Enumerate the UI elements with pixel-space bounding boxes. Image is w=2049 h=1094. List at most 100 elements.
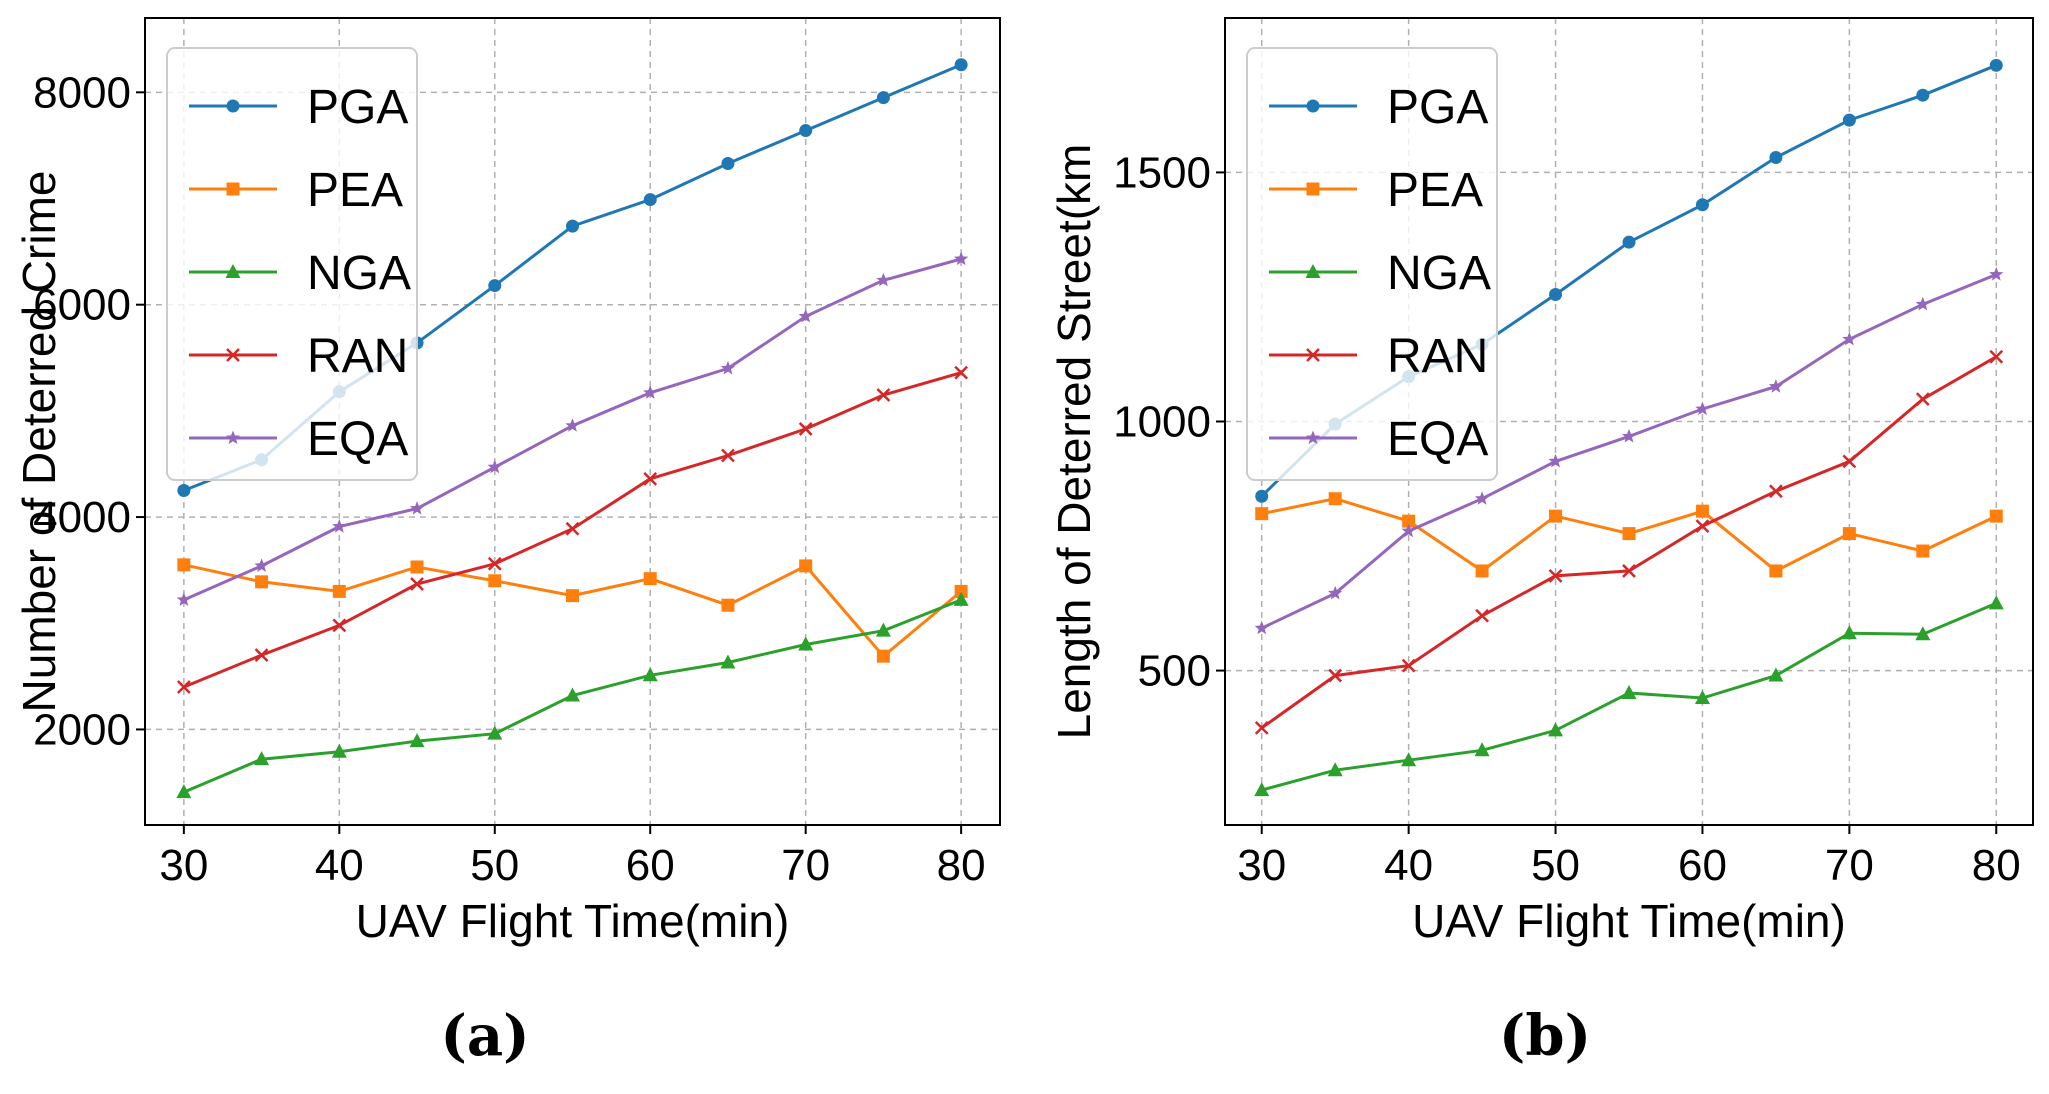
x-tick-label: 60 — [1678, 841, 1727, 890]
data-point-nga — [720, 654, 736, 669]
data-point-nga — [1401, 752, 1417, 767]
data-point-eqa — [1254, 620, 1269, 635]
x-tick-label: 50 — [470, 841, 519, 890]
data-point-ran — [410, 577, 424, 591]
x-tick-label: 30 — [159, 841, 208, 890]
legend-marker-pga — [226, 99, 240, 113]
data-point-ran — [487, 556, 502, 571]
x-tick-label: 50 — [1531, 841, 1580, 890]
data-point-pga — [1695, 198, 1709, 212]
data-point-eqa — [954, 251, 969, 266]
legend-label-eqa: EQA — [1387, 413, 1488, 466]
data-point-eqa — [1621, 428, 1637, 443]
data-point-nga — [1327, 762, 1343, 777]
data-point-eqa — [798, 308, 813, 323]
x-tick-label: 80 — [937, 841, 986, 890]
data-point-eqa — [1915, 296, 1930, 311]
x-tick-label: 70 — [781, 841, 830, 890]
legend-marker-ran — [226, 348, 240, 362]
y-tick-label: 500 — [1138, 647, 1211, 696]
x-tick-label: 40 — [315, 841, 364, 890]
data-point-pea — [1255, 507, 1269, 521]
legend-label-eqa: EQA — [307, 413, 408, 466]
data-point-pea — [1328, 492, 1342, 506]
data-point-eqa — [487, 459, 502, 474]
data-point-ran — [1622, 564, 1636, 578]
data-point-eqa — [1401, 523, 1416, 538]
y-axis-label: Number of Deterred Crime — [13, 171, 65, 713]
data-point-pga — [1916, 88, 1930, 102]
x-axis-label: UAV Flight Time(min) — [356, 895, 790, 947]
data-point-eqa — [1475, 491, 1490, 505]
data-point-ran — [1254, 720, 1269, 735]
data-point-pea — [1695, 504, 1709, 518]
data-point-ran — [1695, 519, 1710, 533]
data-point-ran — [1328, 668, 1343, 683]
series-ran — [1254, 349, 2004, 735]
data-point-pga — [488, 279, 502, 293]
data-point-pga — [643, 193, 657, 207]
data-point-eqa — [1328, 585, 1343, 600]
data-point-pea — [332, 584, 346, 598]
x-axis-label: UAV Flight Time(min) — [1412, 895, 1846, 947]
data-point-nga — [487, 725, 503, 740]
legend-marker-ran — [1306, 348, 1320, 362]
data-point-nga — [1915, 626, 1931, 641]
data-point-nga — [176, 784, 192, 799]
data-point-eqa — [176, 592, 191, 606]
data-point-nga — [875, 622, 891, 637]
data-point-ran — [176, 680, 191, 694]
chart-panel-a: 30 40 50 60 70 80 2000 4000 6000 8000 UAV Flight T… — [13, 17, 1001, 1069]
data-point-nga — [1988, 595, 2004, 610]
data-point-eqa — [1768, 379, 1783, 393]
legend-label-ran: RAN — [1387, 330, 1488, 383]
legend-label-nga: NGA — [307, 247, 411, 300]
legend-label-pga: PGA — [1387, 81, 1488, 134]
data-point-pea — [1475, 564, 1489, 578]
data-point-pga — [566, 219, 579, 233]
series-pea — [1255, 492, 2003, 578]
data-point-pea — [954, 584, 968, 598]
data-point-pga — [1989, 58, 2003, 72]
data-point-eqa — [332, 519, 347, 533]
legend-label-pga: PGA — [307, 81, 408, 134]
data-point-nga — [331, 743, 347, 758]
data-point-eqa — [1695, 401, 1710, 416]
data-point-pga — [1842, 113, 1856, 127]
x-tick-label: 60 — [626, 841, 675, 890]
data-point-nga — [1768, 667, 1784, 682]
x-tick-label: 40 — [1384, 841, 1433, 890]
data-point-nga — [1694, 689, 1710, 704]
y-tick-label: 6000 — [33, 281, 131, 330]
y-axis-label: Length of Deterred Street(km — [1048, 144, 1100, 740]
chart-panel-b: 30 40 50 60 70 80 500 1000 1500 UAV Flight Time(m… — [1048, 17, 2034, 1069]
series-ran — [176, 365, 969, 694]
data-point-nga — [1621, 684, 1637, 699]
data-point-pea — [1989, 509, 2003, 523]
data-point-nga — [1474, 742, 1490, 757]
legend-marker-eqa — [1305, 430, 1321, 445]
data-point-ran — [332, 618, 347, 633]
data-point-ran — [954, 365, 969, 380]
data-point-ran — [254, 648, 269, 662]
data-point-ran — [798, 422, 813, 436]
data-point-ran — [1915, 392, 1930, 406]
data-point-pga — [1622, 235, 1636, 249]
data-point-eqa — [643, 385, 658, 399]
legend-box — [166, 47, 418, 481]
data-point-eqa — [1989, 267, 2004, 281]
data-point-nga — [254, 751, 270, 766]
data-point-pea — [177, 558, 191, 572]
y-tick-label: 1000 — [1113, 398, 1211, 447]
series-nga — [1254, 595, 2004, 797]
data-point-pea — [643, 572, 657, 586]
legend-marker-pea — [226, 182, 240, 196]
y-tick-label: 8000 — [33, 68, 131, 117]
data-point-ran — [1989, 349, 2004, 364]
data-point-ran — [1548, 569, 1563, 583]
data-point-nga — [1548, 722, 1564, 737]
data-point-eqa — [720, 360, 736, 375]
data-point-pga — [876, 91, 890, 105]
legend-marker-nga — [225, 264, 241, 278]
data-point-pea — [410, 560, 424, 574]
